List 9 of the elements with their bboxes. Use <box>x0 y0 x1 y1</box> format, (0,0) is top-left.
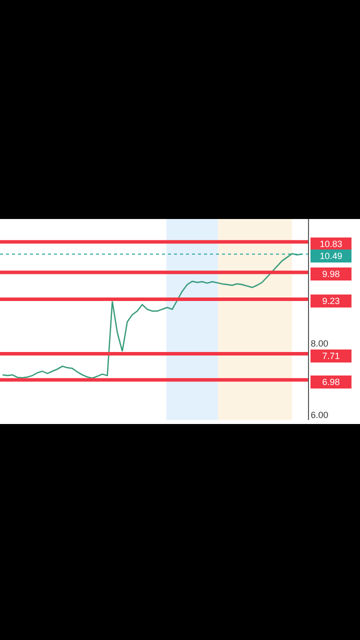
line-series <box>2 253 303 379</box>
ref-line-label: 10.49 <box>320 251 342 261</box>
y-tick-label: 8.00 <box>310 338 328 348</box>
ref-line-label: 6.98 <box>322 377 340 387</box>
y-tick-label: 6.00 <box>310 410 328 420</box>
ref-line-label: 9.98 <box>322 269 340 279</box>
ref-line-label: 10.83 <box>320 239 342 249</box>
ref-line-label: 9.23 <box>322 296 340 306</box>
ref-line-label: 7.71 <box>322 351 340 361</box>
